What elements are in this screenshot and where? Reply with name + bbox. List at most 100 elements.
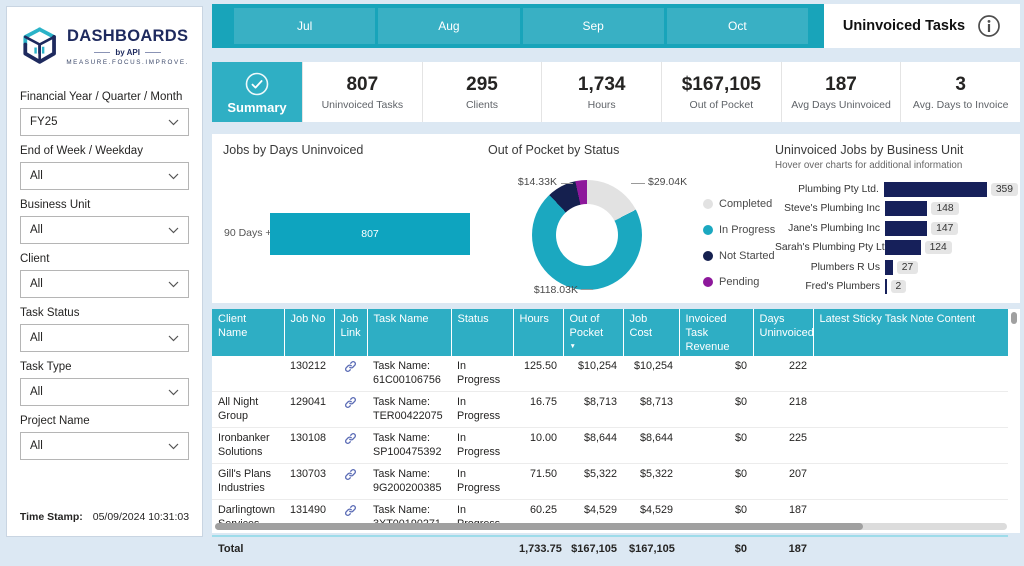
brand-logo: DASHBOARDS by API MEASURE.FOCUS.IMPROVE. [20, 21, 189, 71]
cell-invoiced_task_revenue: $0 [679, 463, 753, 501]
filter-dropdown-business-unit[interactable]: All [20, 216, 189, 244]
tab-jul[interactable]: Jul [234, 8, 376, 44]
cell-job_link [334, 391, 367, 429]
horizontal-scrollbar[interactable] [215, 523, 1007, 530]
legend-item-completed[interactable]: Completed [703, 191, 775, 217]
kpi-uninvoiced-tasks: 807 Uninvoiced Tasks [302, 62, 422, 122]
cell-out_of_pocket: $10,254 [563, 356, 623, 393]
bar-chart-title: Jobs by Days Uninvoiced [223, 143, 364, 157]
days-uninvoiced-bar[interactable]: 807 [270, 213, 470, 255]
table-row[interactable]: Gill's Plans Industries 130703 Task Name: … [212, 463, 1008, 501]
business-unit-chart: Uninvoiced Jobs by Business Unit Hover o… [775, 143, 1018, 295]
bu-bar[interactable] [883, 181, 987, 197]
cell-job_cost: $5,322 [623, 463, 679, 501]
table-row[interactable]: Ironbanker Solutions 130108 Task Name: SP1… [212, 427, 1008, 465]
filter-dropdown-client[interactable]: All [20, 270, 189, 298]
filter-dropdown-financial-year-quarter-month[interactable]: FY25 [20, 108, 189, 136]
bu-category-label: Steve's Plumbing Inc [784, 203, 880, 214]
summary-tab[interactable]: Summary [212, 62, 302, 122]
filter-project-name: Project Name All [20, 415, 189, 460]
cell-note [813, 427, 1008, 465]
filter-dropdown-task-type[interactable]: All [20, 378, 189, 406]
job-link-icon[interactable] [344, 396, 357, 409]
bu-row-plumbing-pty-ltd: Plumbing Pty Ltd. 359 [775, 181, 1018, 197]
cell-hours: 125.50 [513, 356, 563, 393]
filter-dropdown-end-of-week-weekday[interactable]: All [20, 162, 189, 190]
legend-label: In Progress [719, 224, 776, 236]
column-header-hours[interactable]: Hours [513, 309, 564, 357]
bu-bar[interactable] [885, 220, 928, 236]
column-header-out-of-pocket[interactable]: Out of Pocket ▼ [563, 309, 624, 357]
bu-value-pill: 148 [931, 202, 959, 215]
column-header-latest-sticky-task-note-content[interactable]: Latest Sticky Task Note Content [813, 309, 1009, 357]
legend-item-pending[interactable]: Pending [703, 269, 775, 295]
job-link-icon[interactable] [344, 360, 357, 373]
kpi-hours: 1,734 Hours [541, 62, 661, 122]
bu-row-sarah-s-plumbing-pty-ltd: Sarah's Plumbing Pty Ltd. 124 [775, 240, 1018, 256]
column-header-days-uninvoiced[interactable]: Days Uninvoiced [753, 309, 814, 357]
bu-bar[interactable] [885, 240, 921, 255]
cell-out_of_pocket: $8,713 [563, 391, 623, 429]
out-of-pocket-donut[interactable] [532, 180, 642, 290]
bu-bar[interactable] [885, 259, 893, 275]
kpi-avg-days-uninvoiced: 187 Avg Days Uninvoiced [780, 62, 901, 122]
bu-value-pill: 27 [896, 260, 919, 274]
column-header-job-no[interactable]: Job No [284, 309, 335, 357]
legend-item-not-started[interactable]: Not Started [703, 243, 775, 269]
report-title-box: Uninvoiced Tasks [824, 4, 1020, 48]
column-header-invoiced-task-revenue[interactable]: Invoiced Task Revenue [679, 309, 754, 357]
column-header-job-cost[interactable]: Job Cost [623, 309, 680, 357]
cell-job_no: 131490 [284, 499, 334, 537]
cell-hours: 71.50 [513, 463, 563, 501]
job-link-icon[interactable] [344, 468, 357, 481]
filter-value: All [30, 170, 43, 182]
horizontal-scrollbar-thumb[interactable] [215, 523, 863, 530]
brand-title: DASHBOARDS [67, 26, 189, 45]
tab-oct[interactable]: Oct [666, 8, 808, 44]
cell-job_cost: $8,713 [623, 391, 679, 429]
legend-item-in-progress[interactable]: In Progress [703, 217, 775, 243]
cell-note [813, 391, 1008, 429]
callout-leader-line [631, 183, 645, 184]
cell-task: Task Name: 3XT00190271 [367, 499, 451, 537]
bu-row-plumbers-r-us: Plumbers R Us 27 [775, 259, 1018, 275]
filter-dropdown-task-status[interactable]: All [20, 324, 189, 352]
column-header-task-name[interactable]: Task Name [367, 309, 452, 357]
bu-category-label: Jane's Plumbing Inc [788, 222, 880, 234]
filter-label: End of Week / Weekday [20, 145, 143, 157]
table-row[interactable]: All Night Group 129041 Task Name: TER00422… [212, 391, 1008, 429]
cell-out_of_pocket: $5,322 [563, 463, 623, 501]
cell-status: In Progress [451, 463, 513, 501]
vertical-scrollbar-thumb[interactable] [1011, 312, 1017, 324]
filter-value: All [30, 332, 43, 344]
cell-invoiced_task_revenue: $0 [679, 391, 753, 429]
cell-job_no: 129041 [284, 391, 334, 429]
chevron-down-icon [168, 281, 179, 287]
filter-task-status: Task Status All [20, 307, 189, 352]
business-unit-chart-subtitle: Hover over charts for additional informa… [775, 160, 963, 171]
tab-aug[interactable]: Aug [378, 8, 520, 44]
cell-out_of_pocket: $8,644 [563, 427, 623, 465]
kpi-label: Avg. Days to Invoice [912, 98, 1009, 111]
cell-client: Ironbanker Solutions [212, 427, 284, 465]
tab-sep[interactable]: Sep [522, 8, 664, 44]
charts-panel: Jobs by Days Uninvoiced 90 Days + 807 Ou… [212, 134, 1020, 303]
kpi-avg-days-to-invoice: 3 Avg. Days to Invoice [900, 62, 1020, 122]
bu-bar[interactable] [885, 279, 887, 294]
cell-note [813, 356, 1008, 393]
column-header-job-link[interactable]: Job Link [334, 309, 368, 357]
column-header-client-name[interactable]: Client Name [212, 309, 285, 357]
table-row[interactable]: 130212 Task Name: 61C00106756 In Progress 1… [212, 356, 1008, 393]
job-link-icon[interactable] [344, 504, 357, 517]
table-row[interactable]: Darlingtown Services131490 Task Name: 3XT… [212, 499, 1008, 537]
filter-dropdown-project-name[interactable]: All [20, 432, 189, 460]
cell-job_no: 130108 [284, 427, 334, 465]
column-header-status[interactable]: Status [451, 309, 514, 357]
bu-bar[interactable] [885, 201, 928, 216]
tasks-table-panel: Client Name Job No Job Link Task Name Status… [212, 309, 1020, 566]
info-icon[interactable] [977, 14, 1001, 38]
job-link-icon[interactable] [344, 432, 357, 445]
donut-callout-completed: $29.04K [648, 176, 688, 188]
timestamp-label: Time Stamp: [19, 511, 83, 523]
cell-hours: 60.25 [513, 499, 563, 537]
